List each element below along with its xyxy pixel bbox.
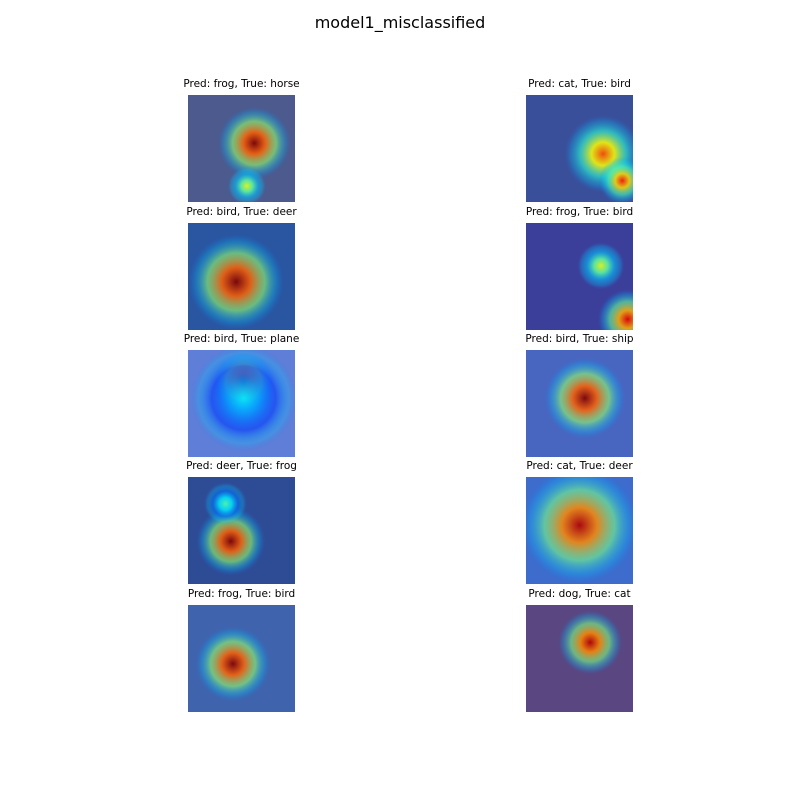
image-caption: Pred: dog, True: cat bbox=[528, 588, 631, 600]
heatmap-canvas bbox=[188, 605, 295, 712]
heatmap-canvas bbox=[188, 350, 295, 457]
image-caption: Pred: bird, True: plane bbox=[183, 333, 300, 345]
heatmap-canvas bbox=[526, 223, 633, 330]
image-caption: Pred: frog, True: bird bbox=[525, 206, 634, 218]
heatmap-image bbox=[188, 223, 295, 330]
activation-spot bbox=[196, 506, 266, 576]
activation-spot bbox=[558, 610, 623, 675]
activation-spot bbox=[577, 242, 625, 290]
image-caption: Pred: bird, True: deer bbox=[186, 206, 297, 218]
heatmap-canvas bbox=[526, 350, 633, 457]
activation-spot bbox=[204, 482, 247, 526]
heatmap-canvas bbox=[188, 95, 295, 202]
image-caption: Pred: frog, True: horse bbox=[183, 78, 300, 90]
activation-spot bbox=[598, 157, 633, 202]
activation-spot bbox=[188, 233, 285, 330]
activation-spot bbox=[190, 350, 295, 452]
heatmap-image bbox=[526, 350, 633, 457]
heatmap-image bbox=[526, 95, 633, 202]
heatmap-image bbox=[188, 95, 295, 202]
figure-title: model1_misclassified bbox=[314, 13, 486, 32]
heatmap-image bbox=[188, 350, 295, 457]
heatmap-canvas bbox=[188, 223, 295, 330]
activation-spot bbox=[597, 289, 633, 330]
activation-spot bbox=[227, 166, 267, 202]
image-caption: Pred: cat, True: bird bbox=[528, 78, 631, 90]
image-caption: Pred: deer, True: frog bbox=[186, 460, 297, 472]
heatmap-canvas bbox=[526, 477, 633, 584]
image-caption: Pred: bird, True: ship bbox=[525, 333, 634, 345]
heatmap-canvas bbox=[526, 95, 633, 202]
heatmap-image bbox=[188, 605, 295, 712]
heatmap-image bbox=[526, 477, 633, 584]
activation-spot bbox=[526, 477, 633, 584]
activation-spot bbox=[217, 106, 291, 180]
heatmap-image bbox=[526, 223, 633, 330]
activation-spot bbox=[544, 357, 626, 439]
heatmap-image bbox=[188, 477, 295, 584]
image-caption: Pred: cat, True: deer bbox=[526, 460, 633, 472]
activation-spot bbox=[195, 626, 271, 702]
heatmap-canvas bbox=[188, 477, 295, 584]
image-caption: Pred: frog, True: bird bbox=[187, 588, 296, 600]
heatmap-image bbox=[526, 605, 633, 712]
heatmap-canvas bbox=[526, 605, 633, 712]
